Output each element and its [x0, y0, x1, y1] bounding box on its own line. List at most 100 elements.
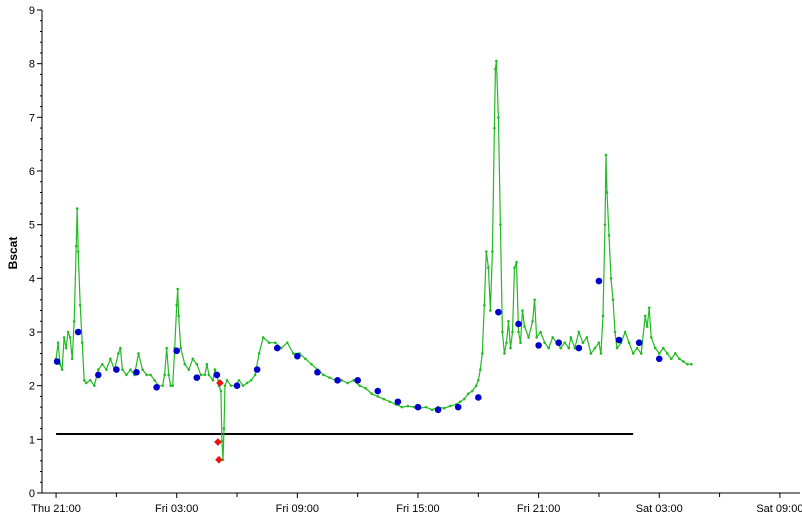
- y-axis-title: Bscat: [6, 237, 20, 270]
- series-point: [665, 352, 669, 355]
- blue-marker: [575, 344, 583, 352]
- series-point: [205, 362, 209, 366]
- series-point: [599, 352, 603, 355]
- blue-marker: [53, 358, 61, 365]
- series-point: [121, 368, 124, 371]
- series-point: [145, 373, 148, 377]
- blue-marker: [133, 368, 140, 376]
- series-point: [674, 352, 677, 355]
- blue-marker: [635, 339, 643, 347]
- series-point: [483, 303, 486, 307]
- series-point: [222, 427, 226, 430]
- series-point: [76, 250, 80, 253]
- series-point: [474, 384, 478, 387]
- series-point: [631, 352, 635, 355]
- series-point: [551, 336, 554, 339]
- x-tick-label: Fri 21:00: [517, 503, 560, 515]
- series-point: [609, 277, 613, 280]
- series-point: [352, 379, 355, 382]
- series-point: [211, 379, 215, 382]
- y-tick-label: 4: [29, 273, 35, 285]
- series-point: [597, 341, 601, 345]
- series-point: [649, 336, 653, 339]
- series-point: [70, 357, 74, 361]
- series-point: [292, 352, 295, 355]
- series-point: [56, 341, 60, 345]
- series-point: [109, 357, 112, 361]
- series-point: [515, 260, 518, 264]
- series-point: [249, 379, 253, 382]
- blue-marker: [394, 398, 402, 406]
- series-point: [163, 373, 166, 377]
- series-point: [195, 362, 199, 366]
- blue-marker: [515, 320, 522, 328]
- series-point: [517, 330, 520, 334]
- series-point: [400, 405, 404, 409]
- y-tick-label: 1: [29, 434, 35, 446]
- series-point: [74, 244, 78, 248]
- series-point: [72, 319, 76, 323]
- series-point: [647, 306, 651, 310]
- series-point: [601, 314, 605, 318]
- series-point: [639, 352, 643, 355]
- series-point: [627, 341, 631, 345]
- series-point: [346, 381, 349, 385]
- x-tick-label: Fri 15:00: [396, 503, 439, 515]
- series-point: [653, 346, 657, 350]
- series-point: [491, 250, 494, 253]
- series-point: [177, 314, 181, 318]
- series-point: [376, 395, 380, 398]
- series-point: [607, 234, 611, 237]
- series-point: [82, 379, 86, 382]
- series-point: [388, 400, 392, 404]
- series-point: [489, 309, 492, 312]
- series-point: [171, 384, 174, 387]
- series-point: [657, 352, 661, 355]
- series-point: [535, 336, 538, 339]
- series-point: [358, 384, 361, 387]
- series-point: [661, 346, 665, 350]
- series-point: [605, 191, 609, 194]
- y-tick-label: 3: [29, 327, 35, 339]
- series-point: [494, 67, 497, 71]
- series-point: [615, 346, 619, 350]
- series-point: [96, 368, 100, 371]
- series-point: [539, 330, 542, 334]
- series-point: [322, 373, 325, 377]
- series-point: [603, 223, 607, 226]
- series-point: [645, 325, 649, 328]
- series-point: [88, 379, 92, 382]
- series-point: [497, 116, 500, 119]
- red-marker: [216, 379, 224, 387]
- series-point: [141, 368, 144, 371]
- series-point: [176, 287, 180, 291]
- blue-marker: [113, 366, 120, 373]
- series-point: [64, 346, 68, 350]
- series-point: [219, 389, 223, 393]
- series-point: [448, 404, 452, 408]
- blue-marker: [233, 382, 241, 389]
- blue-marker: [555, 339, 563, 347]
- blue-marker: [74, 328, 82, 336]
- series-point: [507, 319, 510, 323]
- series-point: [682, 360, 685, 363]
- blue-marker: [94, 371, 102, 379]
- series-point: [149, 373, 152, 377]
- series-point: [485, 250, 488, 253]
- y-tick-label: 8: [29, 59, 35, 71]
- series-point: [273, 341, 277, 345]
- marker-layer: [53, 277, 663, 464]
- blue-marker: [354, 377, 361, 384]
- series-point: [581, 341, 585, 345]
- y-tick-label: 5: [29, 220, 35, 232]
- series-point: [589, 352, 593, 355]
- series-point: [370, 392, 374, 396]
- series-point: [175, 303, 179, 307]
- blue-marker: [434, 406, 442, 414]
- series-point: [623, 330, 627, 334]
- series-point: [477, 379, 480, 382]
- series-point: [493, 126, 496, 130]
- series-point: [261, 336, 265, 339]
- blue-marker: [475, 394, 482, 401]
- blue-marker: [655, 355, 663, 363]
